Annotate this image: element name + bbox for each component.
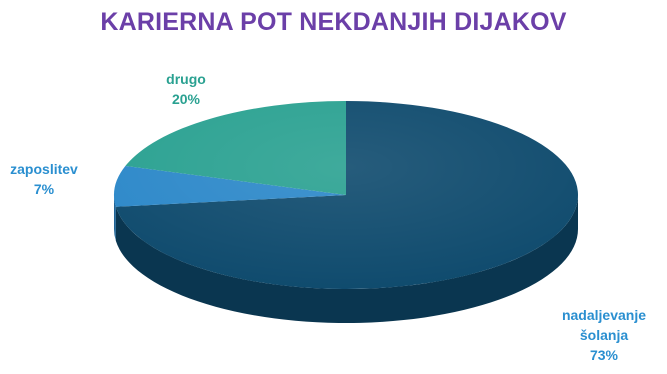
slice-name-label: šolanja (580, 327, 628, 343)
slice-value-label: 73% (590, 347, 619, 363)
pie-side-zaposlitev (114, 195, 116, 241)
chart-title: KARIERNA POT NEKDANJIH DIJAKOV (100, 8, 567, 36)
slice-name-label: zaposlitev (10, 161, 78, 177)
slice-value-label: 20% (172, 91, 201, 107)
slice-name-label: nadaljevanje (562, 307, 646, 323)
pie-side-nadaljevanje-solanja (115, 195, 578, 323)
slice-name-label: drugo (166, 71, 206, 87)
pie-top-shine (114, 101, 578, 289)
slice-value-label: 7% (34, 181, 55, 197)
